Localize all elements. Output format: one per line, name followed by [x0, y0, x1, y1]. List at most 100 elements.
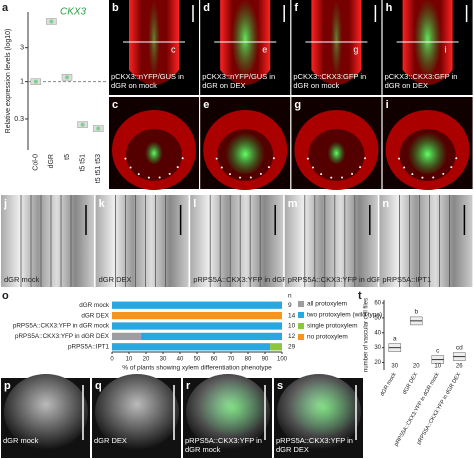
bar-segment — [140, 332, 282, 341]
legend-swatch — [298, 312, 304, 318]
dot — [65, 75, 69, 80]
n-label: 10 — [434, 364, 441, 370]
dot — [49, 19, 54, 24]
marker — [124, 157, 127, 160]
x-axis-label: % of plants showing xylem differentiatio… — [122, 365, 272, 372]
n-label: 26 — [456, 364, 463, 370]
y-tick-label: 40 — [374, 330, 381, 336]
inset-letter: c — [112, 99, 118, 111]
panel-letter: h — [386, 2, 393, 14]
marker — [176, 166, 179, 169]
x-tick-label: pRPS5A::CKX3:YFP in dGR DEX — [416, 371, 462, 445]
caption-box: dGR DEX — [94, 436, 127, 445]
marker — [311, 166, 314, 169]
marker — [351, 172, 354, 175]
panel-letter: f — [294, 2, 298, 14]
x-tick-label: 70 — [228, 357, 235, 363]
marker — [320, 173, 323, 176]
marker — [272, 157, 275, 160]
n-label: 29 — [288, 344, 296, 351]
x-tick-label: 50 — [194, 357, 201, 363]
legend-label: no protoxylem — [307, 334, 348, 341]
inset-letter: c — [171, 44, 176, 54]
x-tick-label: pRPS5A::CKX3:YFP in dGR mock — [394, 372, 441, 448]
inset-letter: i — [445, 44, 447, 54]
marker — [398, 157, 401, 160]
signal — [198, 375, 268, 435]
marker — [267, 166, 270, 169]
caption-box: pCKX3::CKX3:GFP in dGR on mock — [293, 72, 366, 90]
chart-title: CKX3 — [60, 7, 87, 18]
x-tick-label: 0 — [110, 357, 114, 363]
panel-letter: b — [112, 2, 119, 14]
x-tick-label: 60 — [211, 357, 218, 363]
inset-letter: g — [294, 99, 301, 111]
marker — [215, 157, 218, 160]
caption-box: pCKX3::CKX3:GFP in dGR on DEX — [385, 72, 458, 90]
y-tick-label: 30 — [374, 345, 381, 351]
marker — [455, 157, 458, 160]
caption-box: pRPS5A::CKX3:YFP in dGR mock — [185, 436, 262, 454]
bar-segment — [270, 343, 282, 351]
bar-segment — [112, 332, 141, 341]
x-tick-label: 20 — [143, 357, 150, 363]
dot — [33, 79, 38, 84]
group-label: b — [414, 309, 418, 316]
panel-letter: k — [99, 198, 106, 210]
n-label: 10 — [288, 323, 296, 330]
marker — [228, 173, 231, 176]
panel-letter: n — [382, 198, 389, 210]
x-tick-label: Col-0 — [33, 154, 40, 171]
marker — [239, 176, 242, 179]
signal — [413, 0, 442, 75]
marker — [359, 166, 362, 169]
panel-letter: l — [193, 198, 196, 210]
y-tick-label: 1 — [20, 79, 24, 86]
marker — [168, 172, 171, 175]
bar-segment — [112, 322, 282, 330]
marker — [306, 157, 309, 160]
caption-box: pCKX3::nYFP/GUS in dGR on DEX — [202, 72, 275, 90]
x-tick-label: 40 — [177, 357, 184, 363]
marker — [450, 166, 453, 169]
y-tick-label: 20 — [374, 360, 381, 366]
x-tick-label: 100 — [277, 357, 288, 363]
inset-letter: i — [386, 99, 389, 111]
inset-letter: e — [262, 44, 267, 54]
panel-letter: j — [3, 198, 7, 210]
y-tick-label: 3 — [20, 45, 24, 52]
marker — [403, 166, 406, 169]
y-axis-label: number of vascular cell files — [364, 298, 370, 372]
category-label: dGR mock — [79, 302, 110, 309]
inset-letter: g — [353, 44, 358, 54]
legend-swatch — [298, 334, 304, 340]
x-tick-label: t5 t51 t53 — [95, 154, 102, 183]
caption: dGR DEX — [99, 275, 132, 284]
x-tick-label: dGR mock — [380, 372, 398, 398]
caption: pRPS5A::IPT1 — [382, 275, 431, 284]
caption: pRPS5A::CKX3:YFP in dGR DEX — [288, 275, 400, 284]
marker — [147, 176, 150, 179]
caption: pRPS5A::CKX3:YFP in dGR mock — [185, 436, 262, 454]
y-tick-label: 60 — [374, 301, 381, 307]
panel-letter: m — [288, 198, 298, 210]
panel-letter: d — [203, 2, 210, 14]
legend-label: all protoxylem — [307, 301, 347, 308]
legend-label: two protoxylem (wild type) — [307, 312, 382, 319]
root-cells — [4, 374, 88, 450]
n-label: 12 — [288, 333, 296, 340]
panel-letter: a — [2, 2, 9, 14]
marker — [220, 166, 223, 169]
caption: dGR mock — [3, 436, 39, 445]
marker — [341, 176, 344, 179]
caption-box: pCKX3::nYFP/GUS in dGR on mock — [111, 72, 184, 90]
marker — [442, 172, 445, 175]
group-label: cd — [456, 344, 463, 351]
marker — [411, 173, 414, 176]
signal — [148, 0, 160, 75]
x-tick-label: dGR — [48, 154, 55, 168]
category-label: dGR DEX — [81, 312, 109, 319]
y-tick-label: 50 — [374, 315, 381, 321]
marker — [364, 157, 367, 160]
